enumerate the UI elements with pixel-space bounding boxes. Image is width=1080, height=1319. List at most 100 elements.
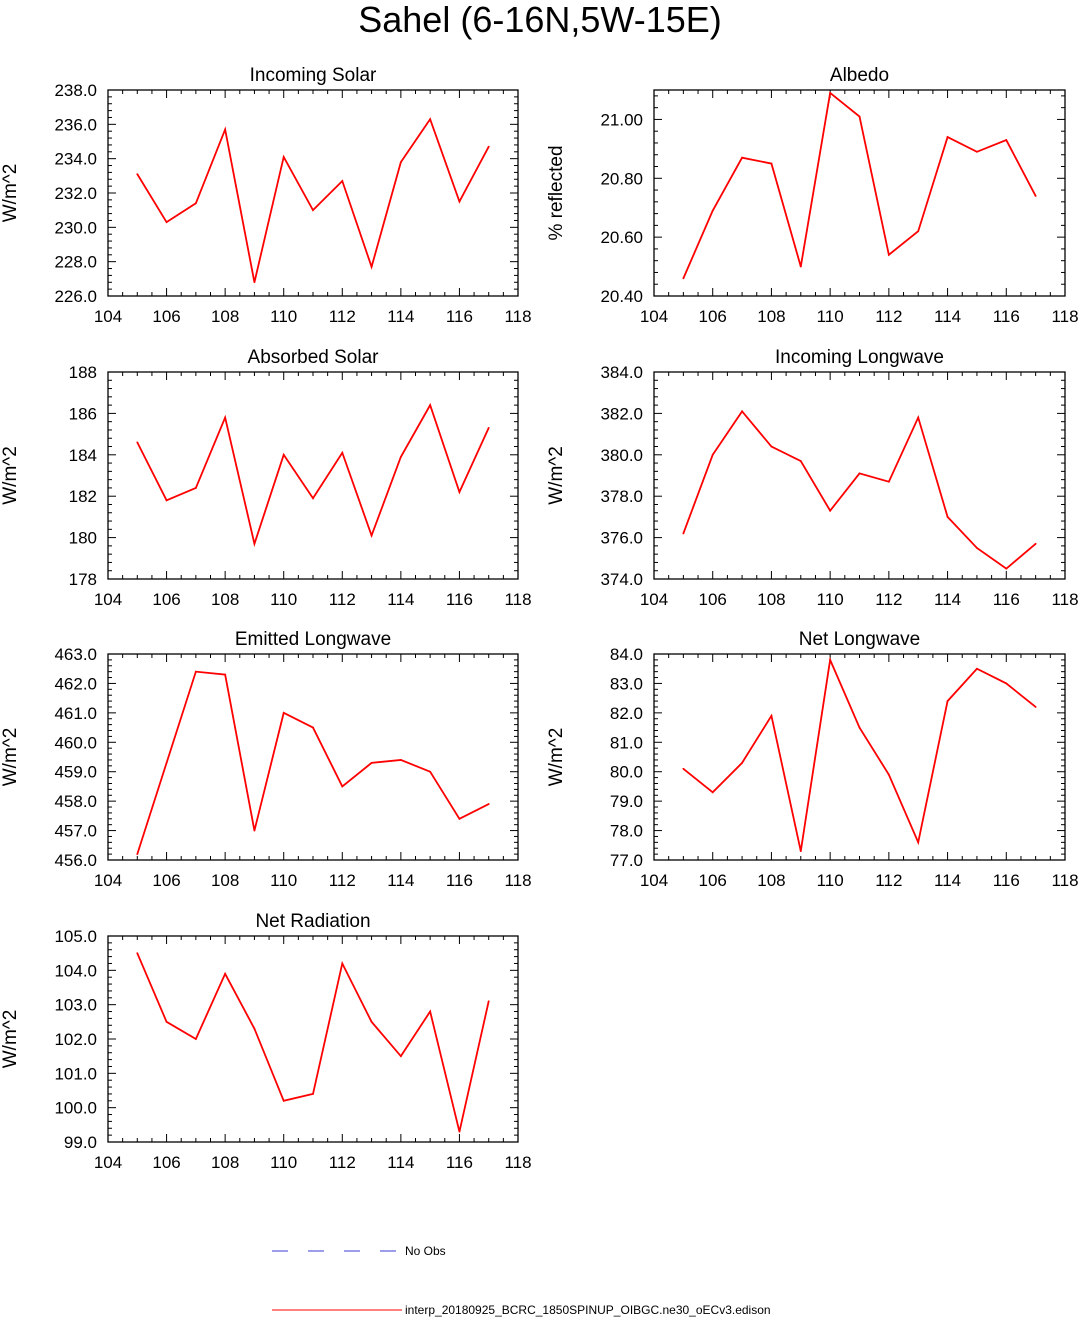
y-tick-label: 83.0 bbox=[610, 674, 643, 693]
y-tick-label: 459.0 bbox=[54, 763, 97, 782]
data-point bbox=[165, 761, 168, 764]
series-line bbox=[136, 670, 490, 855]
y-tick-label: 77.0 bbox=[610, 851, 643, 870]
y-tick-label: 103.0 bbox=[54, 996, 97, 1015]
data-point bbox=[341, 785, 344, 788]
y-tick-label: 463.0 bbox=[54, 645, 97, 664]
series-line bbox=[136, 117, 490, 283]
data-point bbox=[341, 180, 344, 182]
x-tick-label: 118 bbox=[1051, 590, 1078, 609]
data-point bbox=[165, 499, 168, 502]
panel-title: Emitted Longwave bbox=[235, 629, 391, 650]
panel-incoming-solar: Incoming Solar W/m^2 104 106 108 110 112 114 116… bbox=[0, 65, 532, 326]
data-point bbox=[858, 726, 861, 729]
x-tick-label: 110 bbox=[817, 871, 844, 890]
y-tick-label: 234.0 bbox=[54, 150, 97, 169]
data-point bbox=[946, 136, 949, 138]
x-tick-label: 106 bbox=[699, 871, 727, 890]
series-line bbox=[136, 402, 490, 548]
y-tick-label: 80.0 bbox=[610, 763, 643, 782]
x-tick-label: 110 bbox=[270, 590, 297, 609]
x-tick-label: 104 bbox=[94, 307, 122, 326]
data-point bbox=[370, 761, 373, 764]
y-tick-label: 84.0 bbox=[610, 645, 643, 664]
panel-albedo: Albedo % reflected 104 106 108 110 112 114 116 11… bbox=[546, 65, 1079, 326]
data-point bbox=[194, 670, 197, 673]
x-tick-label: 118 bbox=[504, 590, 531, 609]
panel-net-longwave: Net Longwave W/m^2 104 106 108 110 112 114 116 11… bbox=[546, 629, 1079, 890]
x-tick-label: 106 bbox=[152, 871, 180, 890]
x-tick-label: 110 bbox=[270, 307, 297, 326]
data-point bbox=[429, 1010, 432, 1013]
x-tick-label: 112 bbox=[329, 590, 356, 609]
y-tick-label: 20.60 bbox=[600, 228, 643, 247]
data-point bbox=[1034, 542, 1037, 545]
data-point bbox=[282, 1099, 285, 1102]
data-point bbox=[370, 534, 373, 537]
data-point bbox=[976, 667, 978, 670]
y-tick-label: 78.0 bbox=[610, 822, 643, 841]
x-tick-label: 116 bbox=[993, 590, 1020, 609]
panel-absorbed-solar: Absorbed Solar W/m^2 104 106 108 110 112 114 116… bbox=[0, 347, 532, 609]
panel-title: Net Longwave bbox=[799, 629, 920, 650]
x-tick-label: 112 bbox=[329, 871, 356, 890]
data-point bbox=[770, 714, 773, 717]
data-point bbox=[711, 209, 714, 212]
figure-title: Sahel (6-16N,5W-15E) bbox=[358, 0, 722, 40]
data-point bbox=[887, 480, 890, 483]
data-point bbox=[253, 1027, 256, 1030]
legend: No Obs interp_20180925_BCRC_1850SPINUP_O… bbox=[272, 1244, 771, 1317]
data-point bbox=[224, 416, 227, 419]
data-point bbox=[253, 281, 256, 284]
x-tick-label: 108 bbox=[211, 590, 239, 609]
panel-net-radiation: Net Radiation W/m^2 104 106 108 110 112 114 116 1… bbox=[0, 911, 532, 1172]
x-tick-label: 108 bbox=[211, 1153, 239, 1172]
y-tick-label: 226.0 bbox=[54, 287, 97, 306]
data-point bbox=[429, 770, 432, 773]
y-axis-label: W/m^2 bbox=[546, 728, 567, 787]
data-point bbox=[829, 509, 832, 512]
x-tick-label: 112 bbox=[329, 307, 356, 326]
panel-incoming-longwave: Incoming Longwave W/m^2 104 106 108 110 112 114… bbox=[546, 347, 1079, 609]
data-point bbox=[312, 726, 314, 729]
data-point bbox=[917, 230, 920, 233]
x-tick-label: 108 bbox=[757, 590, 785, 609]
data-point bbox=[1005, 139, 1008, 141]
panel-emitted-longwave: Emitted Longwave W/m^2 104 106 108 110 112 114 1… bbox=[0, 629, 532, 890]
x-tick-label: 110 bbox=[817, 590, 844, 609]
data-point bbox=[312, 1093, 314, 1095]
y-tick-label: 456.0 bbox=[54, 851, 97, 870]
x-tick-label: 112 bbox=[875, 307, 902, 326]
y-tick-label: 384.0 bbox=[600, 363, 643, 382]
data-point bbox=[282, 156, 285, 158]
y-tick-label: 102.0 bbox=[54, 1030, 97, 1049]
x-tick-label: 112 bbox=[329, 1153, 356, 1172]
data-point bbox=[1034, 706, 1037, 708]
data-point bbox=[799, 265, 802, 268]
x-tick-label: 114 bbox=[387, 871, 414, 890]
data-point bbox=[399, 455, 402, 458]
y-axis-label: W/m^2 bbox=[0, 1010, 21, 1069]
x-tick-label: 114 bbox=[387, 590, 414, 609]
x-tick-label: 104 bbox=[640, 871, 668, 890]
x-tick-label: 104 bbox=[94, 590, 122, 609]
data-point bbox=[312, 497, 314, 500]
data-point bbox=[887, 773, 890, 776]
data-point bbox=[341, 451, 344, 454]
x-tick-label: 106 bbox=[699, 307, 727, 326]
y-tick-label: 230.0 bbox=[54, 218, 97, 237]
data-point bbox=[1005, 567, 1008, 570]
data-point bbox=[282, 711, 285, 714]
data-point bbox=[136, 853, 139, 856]
y-tick-label: 182 bbox=[69, 487, 97, 506]
panel-title: Albedo bbox=[830, 65, 889, 86]
data-point bbox=[946, 516, 949, 518]
panel-title: Net Radiation bbox=[255, 911, 370, 932]
data-point bbox=[458, 817, 461, 820]
x-tick-label: 114 bbox=[387, 307, 414, 326]
y-tick-label: 188 bbox=[69, 363, 97, 382]
x-tick-label: 114 bbox=[934, 307, 961, 326]
data-point bbox=[224, 972, 227, 975]
plot-frame bbox=[107, 653, 519, 861]
y-tick-label: 458.0 bbox=[54, 792, 97, 811]
